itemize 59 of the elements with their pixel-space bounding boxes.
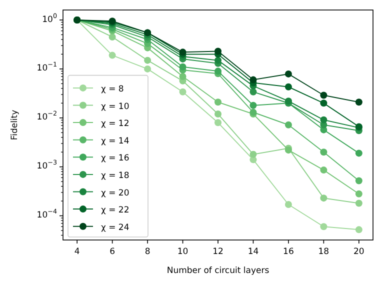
point (144, 65, 152, 72)
point (214, 110, 222, 118)
x-axis-title: Number of circuit layers (166, 266, 270, 276)
point (214, 119, 222, 126)
point (250, 88, 257, 96)
legend-label: χ = 8 (101, 84, 124, 94)
point (144, 56, 152, 64)
point (320, 194, 328, 202)
point (320, 92, 328, 99)
point (355, 177, 362, 184)
x-tick-label: 8 (144, 247, 150, 257)
point (284, 201, 292, 208)
point (284, 83, 292, 90)
y-tick-label: 10$^{−1}$ (36, 60, 57, 74)
legend-label: χ = 12 (101, 119, 130, 130)
point (320, 166, 328, 174)
legend-label: χ = 10 (101, 102, 130, 112)
point (214, 68, 222, 75)
point (284, 70, 292, 78)
point (108, 52, 116, 59)
y-tick-label: 10$^{−3}$ (36, 158, 57, 172)
y-tick-label: 10$^{−2}$ (36, 110, 57, 123)
point (108, 33, 116, 40)
point (355, 98, 362, 106)
legend-label: χ = 16 (101, 154, 130, 164)
y-axis-title: Fidelity (10, 110, 20, 140)
x-tick-label: 4 (74, 247, 80, 257)
x-tick-label: 18 (318, 247, 330, 257)
x-tick-label: 12 (212, 247, 224, 257)
legend-label: χ = 24 (101, 222, 130, 233)
point (179, 73, 186, 80)
x-tick-label: 6 (110, 247, 116, 257)
y-tick-label: 10$^{−4}$ (36, 208, 57, 221)
point (320, 100, 328, 107)
point (214, 48, 222, 55)
point (320, 223, 328, 230)
point (320, 116, 328, 124)
x-tick-label: 10 (177, 247, 188, 257)
point (179, 88, 186, 96)
point (250, 150, 257, 158)
legend-label: χ = 18 (101, 170, 130, 181)
x-tick-label: 16 (283, 247, 294, 257)
point (355, 200, 362, 207)
point (179, 63, 186, 70)
point (250, 102, 257, 109)
point (355, 150, 362, 157)
legend-label: χ = 22 (101, 206, 130, 216)
legend-label: χ = 14 (101, 136, 130, 146)
x-tick-label: 20 (353, 247, 364, 257)
x-tick-label: 14 (248, 247, 259, 257)
point (320, 148, 328, 156)
point (355, 226, 362, 234)
point (214, 56, 222, 64)
point (355, 190, 362, 198)
y-tick-label: 10$^{0}$ (42, 12, 57, 25)
legend-label: χ = 20 (101, 188, 130, 198)
point (250, 76, 257, 84)
point (214, 98, 222, 106)
point (284, 121, 292, 128)
